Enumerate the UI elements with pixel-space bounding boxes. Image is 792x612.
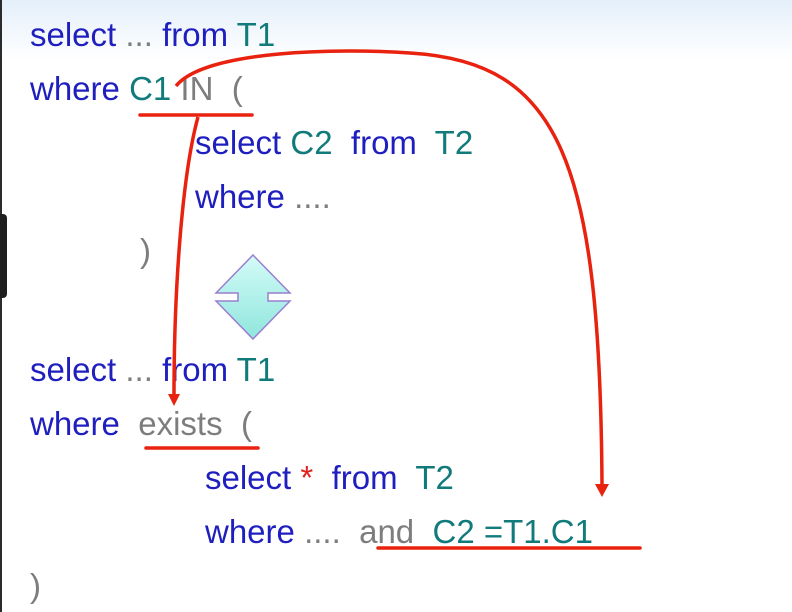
where-keyword: where	[195, 178, 285, 215]
ellipsis: ...	[125, 351, 153, 388]
in-subquery-select-line: select C2 from T2	[195, 125, 473, 161]
select-keyword: select	[205, 459, 292, 496]
ellipsis: ....	[294, 178, 331, 215]
column-c2: C2	[290, 124, 333, 161]
in-to-exists-arrowhead	[168, 394, 180, 406]
where-keyword: where	[205, 513, 295, 550]
in-to-exists-arrow-icon	[172, 116, 200, 396]
select-keyword: select	[195, 124, 282, 161]
from-keyword: from	[350, 124, 417, 161]
exists-query-line-2: where exists (	[30, 406, 252, 442]
table-t1: T1	[236, 351, 276, 388]
table-t2: T2	[415, 459, 454, 496]
column-to-condition-arrowhead	[595, 484, 609, 497]
ellipsis: ...	[125, 16, 153, 53]
in-query-line-1: select ... from T1	[30, 17, 275, 53]
select-keyword: select	[30, 351, 117, 388]
in-close-paren: )	[140, 232, 151, 269]
exists-subquery-where-line: where .... and C2 =T1.C1	[205, 514, 593, 550]
ellipsis: ....	[304, 513, 341, 550]
in-query-line-2: where C1 IN (	[30, 71, 243, 107]
from-keyword: from	[162, 16, 229, 53]
join-condition: C2 =T1.C1	[432, 513, 594, 550]
exists-close-paren: )	[30, 567, 41, 604]
column-to-condition-arrow-icon	[174, 49, 604, 486]
column-c1: C1	[129, 70, 172, 107]
in-subquery-where-line: where ....	[195, 179, 331, 215]
window-left-edge	[0, 0, 2, 612]
exists-operator: exists	[138, 405, 223, 442]
open-paren: (	[240, 405, 252, 442]
open-paren: (	[231, 70, 243, 107]
from-keyword: from	[331, 459, 398, 496]
where-keyword: where	[30, 405, 120, 442]
exists-subquery-select-line: select * from T2	[205, 460, 454, 496]
and-keyword: and	[359, 513, 415, 550]
table-t2: T2	[434, 124, 474, 161]
table-t1: T1	[236, 16, 276, 53]
window-edge-tab	[0, 214, 7, 298]
equivalence-double-arrow-icon	[214, 253, 292, 341]
where-keyword: where	[30, 70, 120, 107]
star-wildcard: *	[300, 459, 314, 496]
select-keyword: select	[30, 16, 117, 53]
